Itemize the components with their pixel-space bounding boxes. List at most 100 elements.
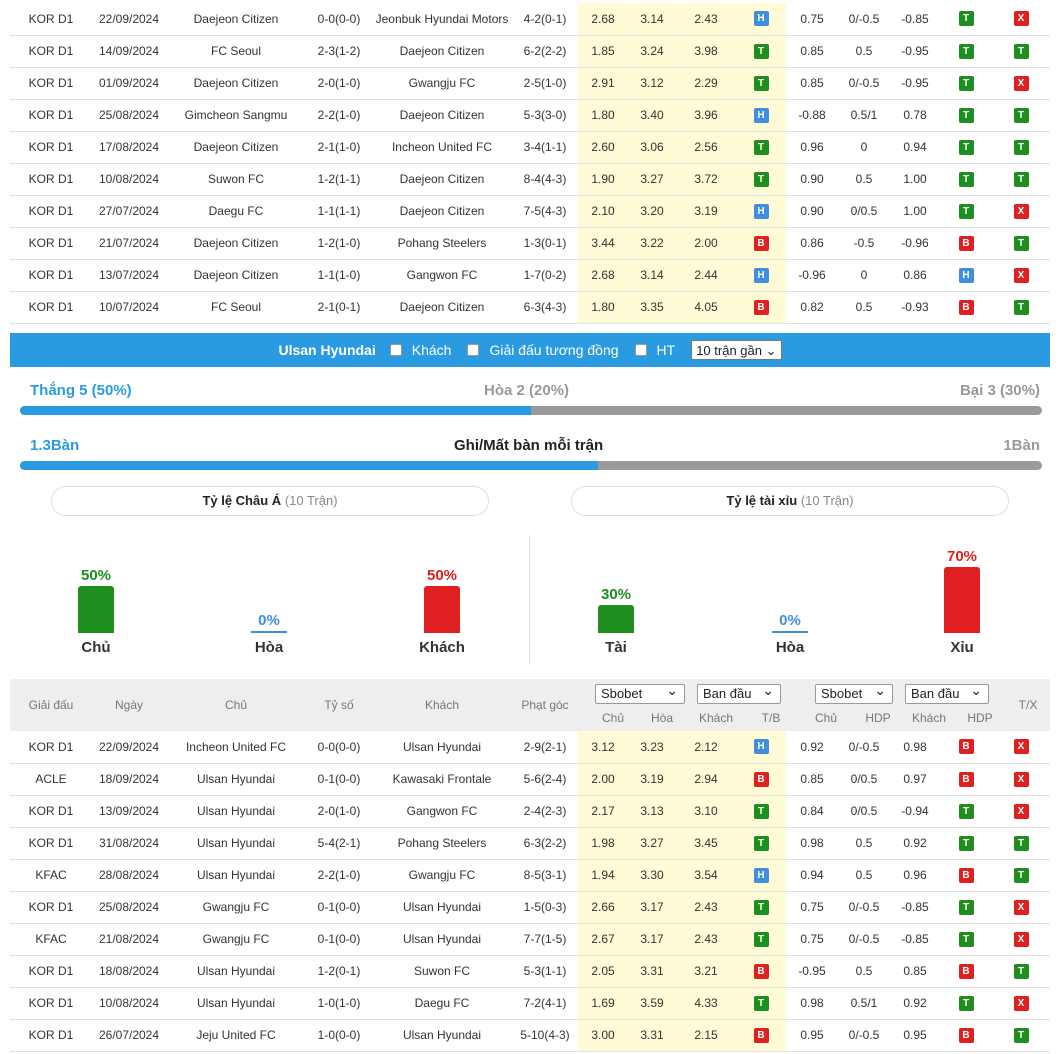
away-checkbox[interactable]	[389, 344, 402, 356]
home-team-cell[interactable]: Daejeon Citizen	[166, 131, 306, 164]
table-row: ACLE 18/09/2024 Ulsan Hyundai 0-1(0-0) Kawas…	[10, 763, 1050, 796]
hdp-result-cell: T	[940, 923, 992, 956]
home-team-cell[interactable]: FC Seoul	[166, 291, 306, 324]
hdp-line-cell: 0/-0.5	[838, 3, 890, 36]
corners-cell: 6-2(2-2)	[512, 35, 578, 68]
result-badge: B	[753, 299, 769, 315]
home-team-cell[interactable]: Ulsan Hyundai	[166, 795, 306, 828]
away-team-cell[interactable]: Incheon United FC	[372, 131, 512, 164]
overunder-count: (10 Trận)	[800, 493, 854, 508]
home-team-cell[interactable]: Incheon United FC	[166, 731, 306, 764]
home-team-cell[interactable]: Daejeon Citizen	[166, 227, 306, 260]
hdp-line-cell: 0/-0.5	[838, 923, 890, 956]
result-badge: T	[1013, 139, 1029, 155]
goals-bar	[20, 461, 1042, 470]
result-badge: T	[753, 931, 769, 947]
odds-away-cell: 4.05	[676, 291, 736, 324]
match-count-select[interactable]: 10 trận gần ⌄	[691, 340, 782, 360]
ht-checkbox[interactable]	[634, 344, 647, 356]
away-team-cell[interactable]: Ulsan Hyundai	[372, 731, 512, 764]
column-label: Tài	[605, 639, 627, 656]
away-team-cell[interactable]: Ulsan Hyundai	[372, 1019, 512, 1052]
hdp-home-cell: 0.95	[786, 1019, 838, 1052]
hdp-home-cell: 0.98	[786, 827, 838, 860]
score-cell: 0-1(0-0)	[306, 891, 372, 924]
hdp-away-cell: 0.78	[890, 99, 940, 132]
result-badge: T	[753, 899, 769, 915]
home-team-cell[interactable]: Daejeon Citizen	[166, 67, 306, 100]
away-team-cell[interactable]: Suwon FC	[372, 955, 512, 988]
away-team-cell[interactable]: Pohang Steelers	[372, 827, 512, 860]
home-team-cell[interactable]: Jeju United FC	[166, 1019, 306, 1052]
ou-result-cell: X	[992, 987, 1050, 1020]
home-team-cell[interactable]: Daejeon Citizen	[166, 3, 306, 36]
corners-cell: 5-6(2-4)	[512, 763, 578, 796]
table-row: KOR D1 25/08/2024 Gwangju FC 0-1(0-0) Ulsan …	[10, 891, 1050, 924]
away-team-cell[interactable]: Gwangju FC	[372, 859, 512, 892]
away-team-cell[interactable]: Gangwon FC	[372, 259, 512, 292]
away-team-cell[interactable]: Gwangju FC	[372, 67, 512, 100]
home-team-cell[interactable]: Ulsan Hyundai	[166, 859, 306, 892]
hdp-time-select[interactable]: Ban đầu	[905, 681, 989, 704]
home-team-cell[interactable]: Ulsan Hyundai	[166, 763, 306, 796]
result-badge: T	[1013, 835, 1029, 851]
home-team-cell[interactable]: Ulsan Hyundai	[166, 827, 306, 860]
score-cell: 2-1(1-0)	[306, 131, 372, 164]
ou-result-cell: T	[992, 859, 1050, 892]
away-team-cell[interactable]: Daejeon Citizen	[372, 163, 512, 196]
odds-away-cell: 3.54	[676, 859, 736, 892]
ou-result-cell: X	[992, 731, 1050, 764]
hdp-line-cell: 0/0.5	[838, 195, 890, 228]
team-a-recent-matches: KOR D1 22/09/2024 Daejeon Citizen 0-0(0-0) J…	[10, 3, 1050, 324]
away-team-cell[interactable]: Ulsan Hyundai	[372, 891, 512, 924]
hdp-company-select[interactable]: Sbobet	[815, 681, 893, 704]
win-rate-fill	[20, 406, 531, 415]
corners-cell: 2-4(2-3)	[512, 795, 578, 828]
ou-result-cell: T	[992, 163, 1050, 196]
hdp-away-cell: 1.00	[890, 195, 940, 228]
hdp-result-cell: T	[940, 163, 992, 196]
away-team-cell[interactable]: Daejeon Citizen	[372, 35, 512, 68]
home-team-cell[interactable]: Daegu FC	[166, 195, 306, 228]
away-team-cell[interactable]: Ulsan Hyundai	[372, 923, 512, 956]
home-team-cell[interactable]: Ulsan Hyundai	[166, 955, 306, 988]
percent-bar	[944, 567, 980, 633]
home-team-cell[interactable]: FC Seoul	[166, 35, 306, 68]
hdp-away-cell: -0.96	[890, 227, 940, 260]
hdp-home-cell: 0.82	[786, 291, 838, 324]
table-row: KOR D1 21/07/2024 Daejeon Citizen 1-2(1-0) P…	[10, 227, 1050, 260]
away-team-cell[interactable]: Kawasaki Frontale	[372, 763, 512, 796]
hdp-away-cell: 0.92	[890, 987, 940, 1020]
hdp-home-cell: -0.88	[786, 99, 838, 132]
home-team-cell[interactable]: Gimcheon Sangmu	[166, 99, 306, 132]
goals-against: 1Bàn	[1003, 437, 1040, 454]
odds-company-select[interactable]: Sbobet	[595, 681, 685, 704]
away-team-cell[interactable]: Pohang Steelers	[372, 227, 512, 260]
home-team-cell[interactable]: Daejeon Citizen	[166, 259, 306, 292]
col-odds-draw: Hòa	[650, 711, 673, 725]
odds-time-select[interactable]: Ban đầu	[697, 681, 781, 704]
home-team-cell[interactable]: Gwangju FC	[166, 891, 306, 924]
home-team-cell[interactable]: Suwon FC	[166, 163, 306, 196]
away-team-cell[interactable]: Daejeon Citizen	[372, 99, 512, 132]
odds-away-cell: 3.96	[676, 99, 736, 132]
away-team-cell[interactable]: Jeonbuk Hyundai Motors	[372, 3, 512, 36]
percent-bar	[772, 631, 808, 633]
date-cell: 31/08/2024	[92, 827, 166, 860]
hdp-home-cell: 0.75	[786, 891, 838, 924]
home-team-cell[interactable]: Ulsan Hyundai	[166, 987, 306, 1020]
column-label: Xỉu	[950, 639, 974, 656]
asian-handicap-pill: Tỷ lệ Châu Á (10 Trận)	[51, 486, 489, 516]
away-team-cell[interactable]: Daejeon Citizen	[372, 291, 512, 324]
away-team-cell[interactable]: Daejeon Citizen	[372, 195, 512, 228]
away-team-cell[interactable]: Gangwon FC	[372, 795, 512, 828]
score-cell: 2-2(1-0)	[306, 99, 372, 132]
score-cell: 1-0(1-0)	[306, 987, 372, 1020]
away-team-cell[interactable]: Daegu FC	[372, 987, 512, 1020]
same-league-checkbox[interactable]	[467, 344, 480, 356]
result-badge: T	[753, 171, 769, 187]
odds-away-cell: 3.10	[676, 795, 736, 828]
home-team-cell[interactable]: Gwangju FC	[166, 923, 306, 956]
result-badge: T	[958, 171, 974, 187]
table-row: KOR D1 14/09/2024 FC Seoul 2-3(1-2) Daejeon …	[10, 35, 1050, 68]
